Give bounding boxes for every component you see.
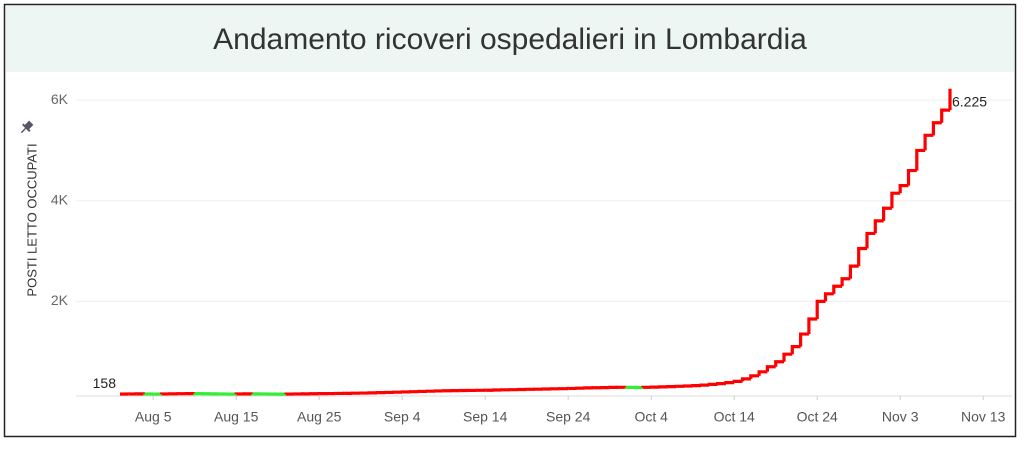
y-tick-label: 2K [51,292,69,308]
step-segment [718,384,726,385]
x-tick-label: Aug 15 [214,409,259,425]
y-axis-label: POSTI LETTO OCCUPATI [24,143,39,296]
step-segment [734,381,742,382]
x-tick-label: Oct 24 [797,409,838,425]
value-label: 158 [93,375,117,391]
x-tick-label: Nov 13 [961,409,1006,425]
y-tick-label: 6K [51,91,69,107]
x-tick-label: Oct 14 [714,409,755,425]
step-segment [701,385,709,386]
x-tick-label: Nov 3 [882,409,919,425]
x-tick-label: Sep 14 [463,409,508,425]
step-segment [726,383,734,384]
y-tick-label: 4K [51,191,69,207]
chart-title: Andamento ricoveri ospedalieri in Lombar… [213,23,807,56]
value-label: 6.225 [952,93,987,109]
x-tick-label: Sep 4 [384,409,421,425]
x-tick-label: Aug 25 [297,409,342,425]
x-tick-label: Sep 24 [546,409,591,425]
step-segment [709,384,717,385]
x-tick-label: Aug 5 [135,409,172,425]
x-tick-label: Oct 4 [634,409,668,425]
